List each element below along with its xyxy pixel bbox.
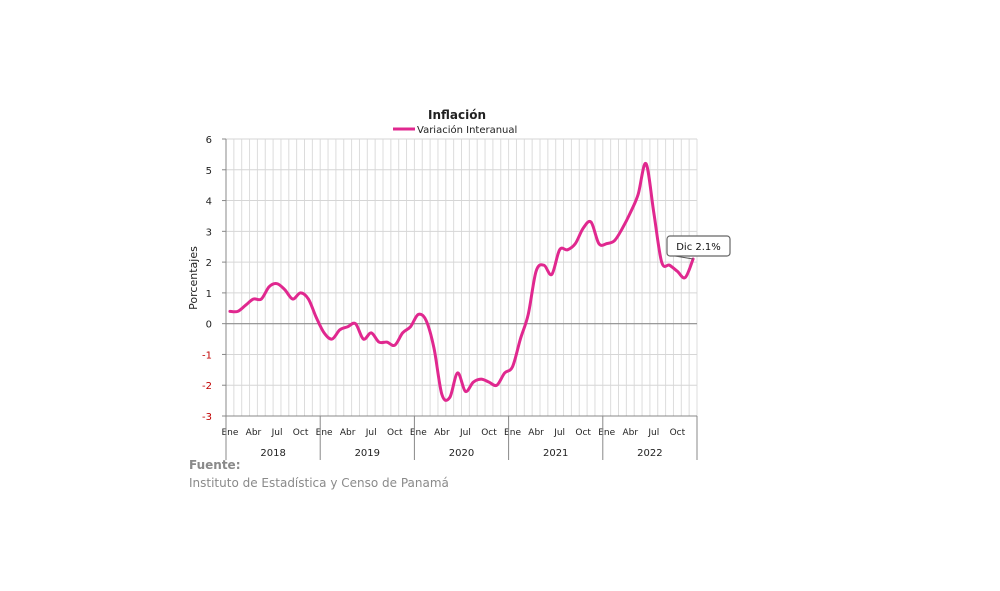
x-year-label: 2021 — [543, 448, 568, 459]
y-tick-label: -2 — [202, 381, 212, 392]
series-line-variacion-interanual — [228, 162, 695, 402]
y-tick-label: 0 — [206, 320, 212, 331]
x-month-label: Oct — [481, 428, 497, 438]
callout-label: Dic 2.1% — [676, 242, 721, 253]
x-month-label: Ene — [598, 428, 615, 438]
x-month-label: Jul — [271, 428, 283, 438]
y-tick-label: -1 — [202, 350, 212, 361]
x-month-label: Ene — [221, 428, 238, 438]
x-year-label: 2019 — [355, 448, 380, 459]
x-month-label: Jul — [459, 428, 471, 438]
y-tick-label: 2 — [206, 258, 212, 269]
x-month-label: Jul — [365, 428, 377, 438]
x-month-label: Oct — [670, 428, 686, 438]
y-axis-label: Porcentajes — [187, 246, 200, 310]
source-text: Instituto de Estadística y Censo de Pana… — [189, 476, 449, 490]
x-month-label: Ene — [410, 428, 427, 438]
x-year-label: 2020 — [449, 448, 474, 459]
axes: 6 5 4 3 2 1 0 -1 -2 -3 Ene Abr Jul Oct 2018 Ene Abr Jul Oc… — [202, 135, 698, 460]
y-tick-label: -3 — [202, 412, 212, 423]
x-month-label: Oct — [387, 428, 403, 438]
x-month-label: Oct — [293, 428, 309, 438]
x-month-label: Oct — [575, 428, 591, 438]
y-tick-label: 5 — [206, 166, 212, 177]
x-month-label: Ene — [504, 428, 521, 438]
legend-label: Variación Interanual — [417, 124, 517, 136]
chart-title: Inflación — [428, 108, 486, 122]
x-month-label: Abr — [340, 428, 356, 438]
x-month-label: Abr — [528, 428, 544, 438]
series-line-layer — [228, 162, 695, 402]
callout: Dic 2.1% — [666, 235, 731, 260]
legend: Variación Interanual — [393, 124, 517, 136]
source-label: Fuente: — [189, 458, 241, 472]
x-year-label: 2018 — [260, 448, 285, 459]
x-month-label: Ene — [316, 428, 333, 438]
x-year-label: 2022 — [637, 448, 662, 459]
x-month-label: Jul — [553, 428, 565, 438]
x-month-label: Abr — [246, 428, 262, 438]
y-tick-label: 6 — [206, 135, 212, 146]
x-month-label: Abr — [434, 428, 450, 438]
y-tick-label: 1 — [206, 289, 212, 300]
x-month-label: Jul — [647, 428, 659, 438]
callout-box — [666, 235, 731, 257]
y-tick-label: 3 — [206, 227, 212, 238]
y-tick-label: 4 — [206, 197, 212, 208]
grid — [225, 138, 698, 417]
x-month-label: Abr — [622, 428, 638, 438]
